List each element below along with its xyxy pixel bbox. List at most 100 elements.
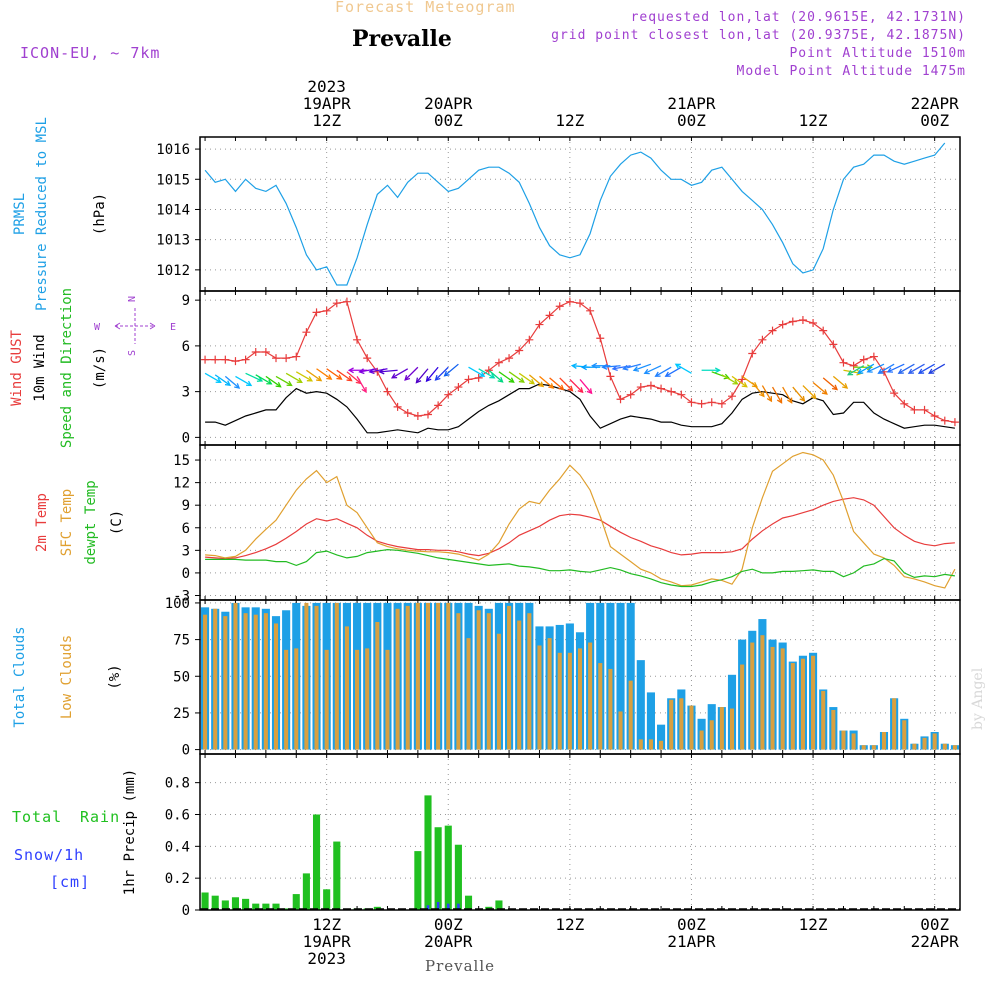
wind-arrow-shaft [569,378,584,393]
gust-marker [282,354,291,363]
snow-bar [436,902,440,910]
wind-arrow-shaft [887,363,905,373]
gust-marker [920,405,929,414]
legend-total: Total [12,808,63,826]
wind-arrow-shaft [435,366,449,381]
wind-arrow-head [326,374,333,380]
wind-arrow-shaft [559,377,573,392]
wind-arrow-head [831,384,839,391]
low-cloud-bar [527,613,532,750]
wind-arrow-head [224,380,232,386]
wind-arrow-head [567,385,574,392]
y-axis-label: SFC Temp [59,489,75,556]
wind-arrow-head [664,371,671,377]
wind-arrow [822,377,839,391]
wind-arrow-head [346,375,353,382]
legend-rain: Rain [80,808,121,826]
low-cloud-bar [284,649,289,750]
gust-marker [819,326,828,335]
time-label-bottom: 12Z [799,915,828,934]
low-cloud-bar [659,740,664,750]
wind-arrow-head [570,363,578,369]
snow-bar [447,903,450,910]
time-label-top: 12Z [312,111,341,130]
low-cloud-bar [608,668,613,750]
low-cloud-bar [557,652,562,750]
time-label-bottom: 00Z [920,915,949,934]
wind-arrow-shaft [675,363,692,374]
footer-location: Prevalle [425,957,496,975]
wind-arrow-shaft [528,374,544,387]
time-label-bottom: 21APR [667,932,716,951]
low-cloud-bar [760,635,765,750]
wind-arrow-shaft [214,374,231,386]
gust-marker [434,401,443,410]
gust-marker [667,387,676,396]
rain-bar [211,895,219,910]
low-cloud-bar [892,698,897,750]
wind-arrow-shaft [204,372,221,383]
low-cloud-bar [567,652,572,750]
wind-arrow-head [776,397,783,404]
wind-arrow [415,368,429,384]
time-label-top: 2023 [307,77,346,96]
wind-arrow [498,371,515,383]
wind-arrow-head [586,388,593,395]
wind-arrow-head [821,389,828,395]
gust-marker [778,320,787,329]
wind-arrow-head [275,381,282,388]
low-cloud-bar [871,745,876,750]
rain-bar [323,889,331,910]
wind-arrow-shaft [356,376,367,393]
low-cloud-bar [912,743,917,750]
wind-arrow [591,362,611,369]
wind-arrow [358,368,378,375]
model-altitude: Model Point Altitude 1475m [736,64,966,79]
y-axis-label: (C) [109,510,125,535]
low-cloud-bar [547,638,552,750]
wind-arrow [761,385,773,403]
wind-arrow-shaft [812,381,828,395]
wind-arrow-shaft [518,372,535,385]
compass-south: S [127,350,138,356]
low-cloud-bar [436,602,441,750]
gust-marker [849,361,858,370]
y-axis-label: dewpt Temp [83,480,99,564]
wind-arrow-head [917,368,925,374]
wind-arrow [731,375,748,388]
wind-arrow [368,368,388,375]
wind-arrow-head [347,367,354,374]
wind-arrow-shaft [802,385,817,399]
wind-arrow [306,369,323,382]
compass-rose: N S W E [94,296,176,356]
wind-arrow-head [518,377,525,383]
panel-frame [199,753,961,911]
wind-arrow-head [714,367,721,374]
wind-arrow-head [316,375,323,382]
gust-marker [606,372,615,381]
y-tick-label: 0.2 [165,871,190,887]
wind-arrow-shaft [359,368,378,373]
gust-marker [545,311,554,320]
time-label-top: 21APR [667,94,716,113]
wind-arrow-head [907,368,914,374]
y-tick-label: 1012 [156,263,190,279]
gust-marker [687,398,696,407]
wind-arrow-head [643,368,650,375]
wind-arrow [877,363,895,374]
y-tick-label: 0 [182,430,190,446]
y-tick-label: 9 [182,498,190,514]
y-tick-label: 9 [182,293,190,309]
low-cloud-bar [203,614,208,750]
gust-marker [586,306,595,315]
wind-arrow-shaft [539,375,554,389]
low-cloud-bar [628,680,633,750]
low-cloud-bar [375,622,380,750]
wind-arrow-shaft [655,366,672,377]
wind-arrow-head [434,374,441,381]
gust-marker [312,308,321,317]
gust-marker [342,297,351,306]
low-cloud-bar [496,633,501,750]
wind-arrow-head [877,368,884,374]
gust-marker [424,410,432,419]
